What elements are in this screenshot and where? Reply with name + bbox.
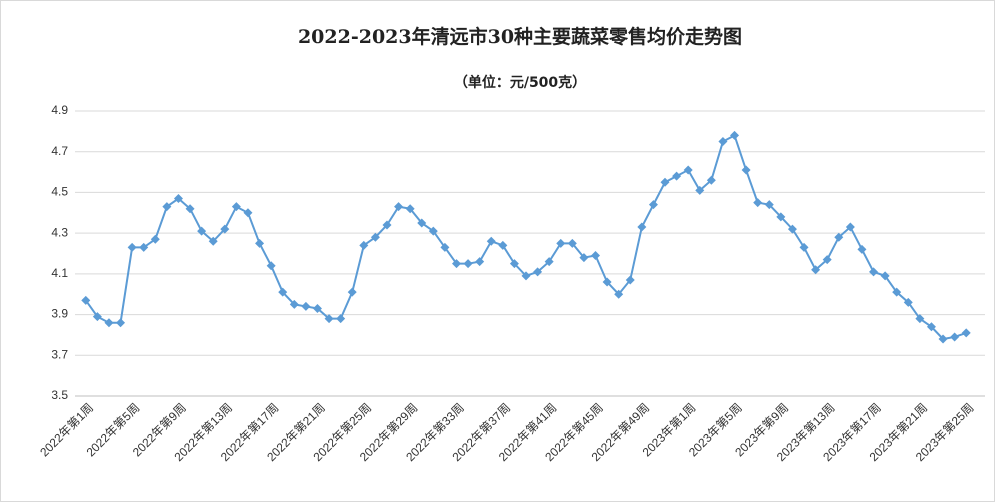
point-marker [845,222,855,232]
point-marker [405,204,415,214]
point-marker [266,261,276,271]
point-marker [903,297,913,307]
point-marker [648,200,658,210]
point-marker [741,165,751,175]
point-marker [787,224,797,234]
point-marker [208,236,218,246]
y-tick-label: 4.3 [51,225,68,239]
point-marker [394,202,404,212]
point-marker [533,267,543,277]
point-marker [312,303,322,313]
chart-subtitle: （单位：元/500克） [454,74,586,91]
point-marker [220,224,230,234]
point-marker [509,259,519,269]
point-marker [591,251,601,261]
y-tick-label: 4.7 [51,144,68,158]
point-marker [926,322,936,332]
chart-title: 2022-2023年清远市30种主要蔬菜零售均价走势图 [298,25,742,48]
point-marker [857,244,867,254]
point-marker [915,314,925,324]
y-tick-label: 3.9 [51,307,68,321]
point-marker [301,301,311,311]
point-marker [799,242,809,252]
point-marker [243,208,253,218]
point-marker [544,257,554,267]
point-marker [880,271,890,281]
point-marker [451,259,461,269]
point-marker [938,334,948,344]
point-marker [556,238,566,248]
point-marker [440,242,450,252]
point-marker [278,287,288,297]
point-marker [185,204,195,214]
point-marker [289,299,299,309]
point-marker [892,287,902,297]
point-marker [336,314,346,324]
point-marker [92,312,102,322]
point-marker [231,202,241,212]
point-marker [683,165,693,175]
point-marker [567,238,577,248]
point-marker [718,137,728,147]
point-marker [521,271,531,281]
point-marker [579,253,589,263]
point-marker [753,198,763,208]
point-marker [324,314,334,324]
point-marker [347,287,357,297]
point-marker [834,232,844,242]
point-marker [486,236,496,246]
point-marker [614,289,624,299]
y-tick-label: 3.7 [51,347,68,361]
point-marker [672,171,682,181]
y-tick-label: 4.5 [51,185,68,199]
point-marker [162,202,172,212]
point-marker [139,242,149,252]
point-marker [961,328,971,338]
point-marker [81,295,91,305]
point-marker [625,275,635,285]
point-marker [637,222,647,232]
point-marker [359,240,369,250]
point-marker [475,257,485,267]
point-marker [150,234,160,244]
y-tick-label: 4.1 [51,266,68,280]
point-marker [255,238,265,248]
point-marker [730,130,740,140]
point-marker [811,265,821,275]
point-marker [463,259,473,269]
point-marker [776,212,786,222]
point-marker [822,255,832,265]
point-marker [498,240,508,250]
point-marker [173,194,183,204]
point-marker [197,226,207,236]
point-marker [869,267,879,277]
y-tick-label: 4.9 [51,103,68,117]
y-tick-label: 3.5 [51,388,68,402]
point-marker [706,175,716,185]
point-marker [695,185,705,195]
point-marker [764,200,774,210]
point-marker [660,177,670,187]
point-marker [602,277,612,287]
point-marker [104,318,114,328]
point-marker [382,220,392,230]
point-marker [950,332,960,342]
point-marker [417,218,427,228]
point-marker [116,318,126,328]
point-marker [370,232,380,242]
point-marker [428,226,438,236]
point-marker [127,242,137,252]
